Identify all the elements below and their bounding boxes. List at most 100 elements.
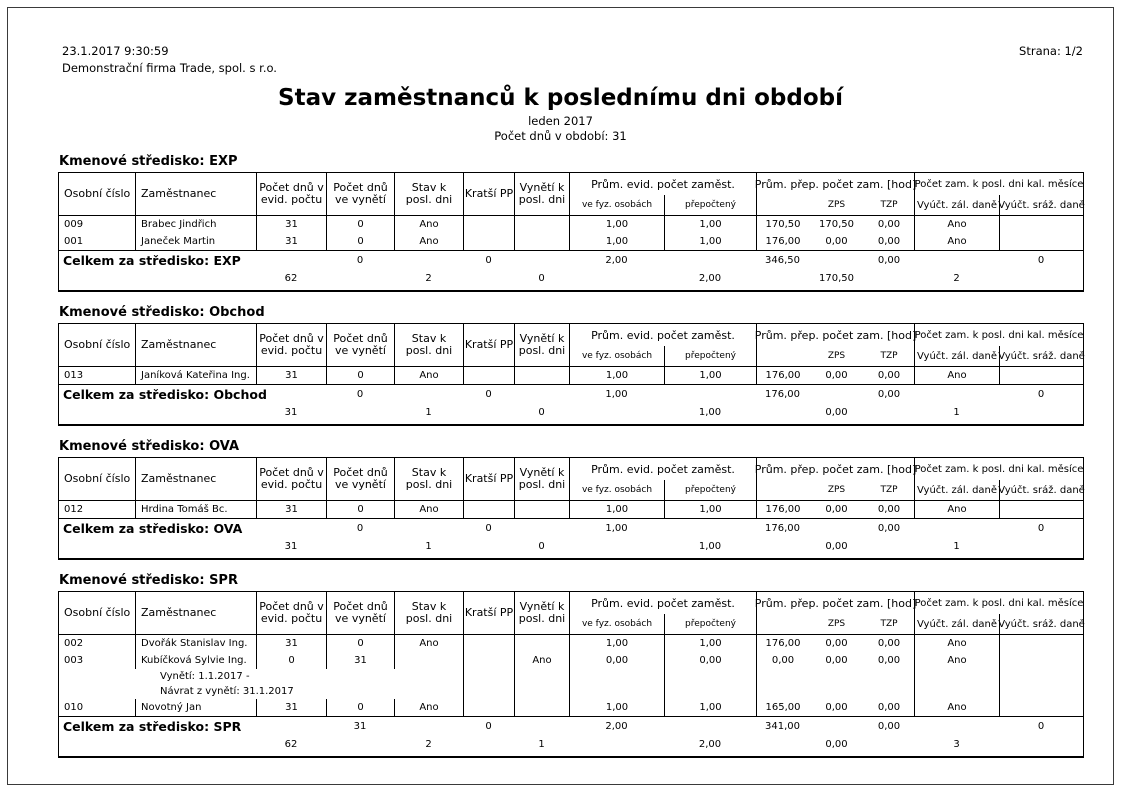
note-empty-cell (664, 684, 756, 699)
cell-id: 003 (64, 655, 84, 666)
table-row: 003 Kubíčková Sylvie Ing. 0 31 Ano 0,00 0,00 0,… (59, 652, 1083, 669)
cell-zps: 170,50 (819, 219, 854, 230)
note-empty-cell (569, 684, 664, 699)
cell-evid: 31 (256, 216, 326, 233)
cell-vyneti_posl (514, 233, 569, 250)
column-header: Počet dnů ve vynětí (326, 592, 394, 634)
cell-id: 012 (64, 504, 84, 515)
cell-prep: 1,00 (664, 367, 756, 384)
total-value: 2 (953, 273, 960, 284)
column-header: Počet dnů v evid. počtu (256, 592, 326, 634)
section-title: Kmenové středisko: Obchod (59, 305, 265, 320)
cell-evid: 0 (256, 652, 326, 669)
report-page: 23.1.2017 9:30:59 Strana: 1/2 Demonstrač… (7, 7, 1114, 785)
cell-prep: 1,00 (664, 635, 756, 652)
total-value: 0 (356, 255, 364, 266)
cell-sraz (999, 233, 1083, 250)
cell-zal: Ano (914, 367, 999, 384)
cell-zal: Ano (914, 501, 999, 518)
total-value: 0 (485, 523, 492, 534)
cell-vyneti: 0 (326, 233, 394, 250)
employee-status-table: Osobní číslo Zaměstnanec Počet dnů v evid.… (58, 457, 1085, 560)
sub-column-header (756, 346, 809, 366)
sub-column-header: Vyúčt. sráž. daně (998, 480, 1085, 500)
group-header: Prům. přep. počet zam. [hod] (755, 173, 916, 195)
sub-column-header: přepočtený (664, 195, 756, 215)
total-value: 62 (284, 739, 298, 750)
center-section: Kmenové středisko: Obchod Osobní číslo Zam… (58, 305, 1085, 426)
center-section: Kmenové středisko: EXP Osobní číslo Zaměst… (58, 154, 1085, 292)
section-total-row-1: Celkem za středisko: OVA 0 0 1,00 176,00 0,00… (59, 520, 1083, 538)
group-header: Počet zam. k posl. dni kal. měsíce (914, 592, 1083, 614)
sub-column-header: přepočtený (664, 346, 756, 366)
cell-kratsi (463, 367, 514, 384)
cell-name: Janeček Martin (135, 233, 256, 250)
table-header-row: Osobní číslo Zaměstnanec Počet dnů v evid.… (59, 173, 1085, 216)
cell-zps: 0,00 (825, 702, 848, 713)
cell-zps: 0,00 (825, 504, 848, 515)
cell-prep: 0,00 (664, 652, 756, 669)
section-total-row-2: 31 1 0 1,00 0,00 1 (59, 404, 1083, 422)
column-header: Kratší PP (463, 592, 514, 634)
cell-zal: Ano (914, 635, 999, 652)
section-total-row-2: 62 2 0 2,00 170,50 2 (59, 270, 1083, 288)
cell-stav: Ano (394, 699, 463, 716)
employee-status-table: Osobní číslo Zaměstnanec Počet dnů v evid.… (58, 591, 1085, 758)
total-value: 0 (356, 389, 364, 400)
total-value: 0 (485, 255, 492, 266)
cell-prep: 1,00 (664, 233, 756, 250)
cell-tzp: 0,00 (877, 638, 901, 649)
table-row: 013 Janíková Kateřina Ing. 31 0 Ano 1,00 1,00 1… (59, 367, 1083, 384)
cell-kratsi (463, 635, 514, 652)
note-empty-cell (999, 669, 1083, 684)
cell-vyneti_posl (514, 699, 569, 716)
section-total-row-2: 62 2 1 2,00 0,00 3 (59, 736, 1083, 754)
cell-hod: 176,00 (756, 233, 809, 250)
cell-evid: 31 (256, 367, 326, 384)
table-row: 009 Brabec Jindřich 31 0 Ano 1,00 1,00 170,50 17… (59, 216, 1083, 233)
group-header: Počet zam. k posl. dni kal. měsíce (914, 458, 1083, 480)
sub-column-header: ve fyz. osobách (569, 195, 664, 215)
cell-fyz: 0,00 (569, 652, 664, 669)
cell-evid: 31 (256, 501, 326, 518)
total-value: 1,00 (698, 407, 722, 418)
cell-hod: 176,00 (756, 635, 809, 652)
column-header: Zaměstnanec (135, 173, 256, 215)
sections-container: Kmenové středisko: EXP Osobní číslo Zaměst… (58, 154, 1085, 758)
section-title: Kmenové středisko: SPR (59, 573, 238, 588)
cell-sraz (999, 501, 1083, 518)
total-value: 0 (1037, 255, 1045, 266)
column-header: Stav k posl. dni (394, 324, 463, 366)
total-value: 0,00 (877, 255, 901, 266)
cell-kratsi (463, 233, 514, 250)
column-header: Vynětí k posl. dni (514, 458, 569, 500)
total-value: 1,00 (698, 541, 722, 552)
cell-name: Hrdina Tomáš Bc. (135, 501, 256, 518)
cell-kratsi (463, 501, 514, 518)
sub-column-header: ZPS (827, 619, 846, 629)
total-value: 1 (425, 541, 432, 552)
sub-column-header: Vyúčt. sráž. daně (998, 195, 1085, 215)
total-value: 0 (1037, 721, 1045, 732)
cell-tzp: 0,00 (877, 655, 901, 666)
total-value: 3 (953, 739, 960, 750)
total-value: 2,00 (698, 273, 722, 284)
section-total-row-2: 31 1 0 1,00 0,00 1 (59, 538, 1083, 556)
column-header: Vynětí k posl. dni (514, 592, 569, 634)
cell-stav: Ano (394, 216, 463, 233)
center-section: Kmenové středisko: OVA Osobní číslo Zaměst… (58, 439, 1085, 560)
note-empty-cell (569, 669, 664, 684)
group-header: Prům. přep. počet zam. [hod] (755, 458, 916, 480)
center-section: Kmenové středisko: SPR Osobní číslo Zaměst… (58, 573, 1085, 758)
section-total-row-1: Celkem za středisko: SPR 31 0 2,00 341,00 0,0… (59, 718, 1083, 736)
total-value: 0 (1037, 389, 1045, 400)
group-header: Prům. přep. počet zam. [hod] (755, 592, 916, 614)
total-value: 2 (425, 739, 432, 750)
cell-stav: Ano (394, 367, 463, 384)
cell-evid: 31 (256, 233, 326, 250)
table-header-row: Osobní číslo Zaměstnanec Počet dnů v evid.… (59, 592, 1085, 635)
note-empty-cell (999, 684, 1083, 699)
cell-fyz: 1,00 (569, 699, 664, 716)
cell-id: 010 (64, 702, 84, 713)
cell-prep: 1,00 (664, 216, 756, 233)
